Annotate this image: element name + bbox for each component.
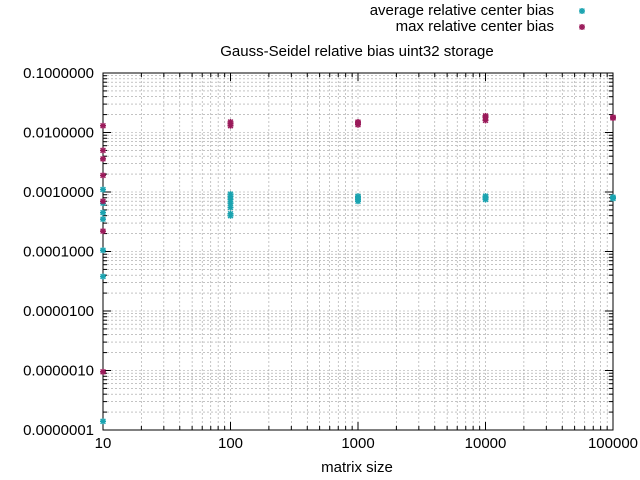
data-point-max [100,155,106,162]
x-tick-label: 100000 [588,435,638,452]
x-tick-label: 1000 [341,435,374,452]
y-tick-label: 0.1000000 [23,65,94,82]
data-point-average [610,194,616,201]
marker-stroke [100,418,106,425]
data-point-average [100,216,106,223]
data-point-average [100,418,106,425]
marker-stroke [579,8,585,14]
marker-stroke [100,122,106,129]
chart-title: Gauss-Seidel relative bias uint32 storag… [220,43,494,60]
data-points [100,112,616,425]
marker-stroke [227,191,234,198]
marker-stroke [100,216,106,223]
marker-stroke [100,147,106,154]
marker-stroke [482,193,489,200]
x-tick-labels: 10 100 1000 10000 100000 [95,435,638,452]
marker-stroke [100,186,106,193]
data-point-max [482,112,489,119]
data-point-average [482,193,489,200]
data-point-max [100,368,106,375]
legend-marker-max [579,24,585,30]
legend: average relative center bias max relativ… [370,2,585,35]
marker-stroke [100,247,106,254]
y-tick-label: 0.0000010 [23,363,94,380]
data-point-average [355,193,361,200]
legend-label-max: max relative center bias [396,18,554,35]
marker-stroke [610,114,616,121]
x-axis-label: matrix size [321,459,393,476]
data-point-average [227,204,234,211]
marker-stroke [100,209,106,216]
data-point-max [610,114,616,121]
legend-label-average: average relative center bias [370,2,554,19]
marker-stroke [355,119,361,125]
legend-marker-max-glyph [579,24,585,30]
grid [103,73,613,430]
marker-stroke [100,172,106,179]
x-tick-label: 10000 [465,435,507,452]
data-point-max [100,198,106,205]
data-point-average [100,247,106,254]
y-tick-labels: 0.0000001 0.0000010 0.0000100 0.0001000 0.00… [23,65,94,439]
data-point-max [227,119,234,126]
legend-marker-average [579,8,585,14]
marker-stroke [100,198,106,205]
data-point-average [227,191,234,198]
marker-stroke [100,368,106,375]
marker-stroke [579,24,585,30]
x-tick-label: 100 [218,435,243,452]
data-point-max [100,228,106,235]
data-point-max [100,172,106,179]
marker-stroke [100,156,106,162]
data-point-max [100,122,106,129]
marker-stroke [100,228,106,235]
y-tick-label: 0.0000001 [23,422,94,439]
data-point-max [355,119,361,126]
data-point-average [100,273,106,280]
marker-stroke [100,273,106,280]
y-tick-label: 0.0001000 [23,244,94,261]
legend-marker-average-glyph [579,8,585,14]
data-point-average [100,186,106,193]
marker-stroke [482,113,489,119]
x-tick-label: 10 [95,435,112,452]
marker-stroke [227,210,234,217]
y-tick-label: 0.0000100 [23,303,94,320]
y-tick-label: 0.0100000 [23,125,94,142]
marker-stroke [355,193,361,200]
y-tick-label: 0.0010000 [23,184,94,201]
marker-stroke [610,194,616,201]
data-point-average [227,210,234,217]
marker-stroke [227,119,234,125]
data-point-max [100,147,106,154]
data-point-average [100,209,106,216]
marker-stroke [227,204,234,211]
